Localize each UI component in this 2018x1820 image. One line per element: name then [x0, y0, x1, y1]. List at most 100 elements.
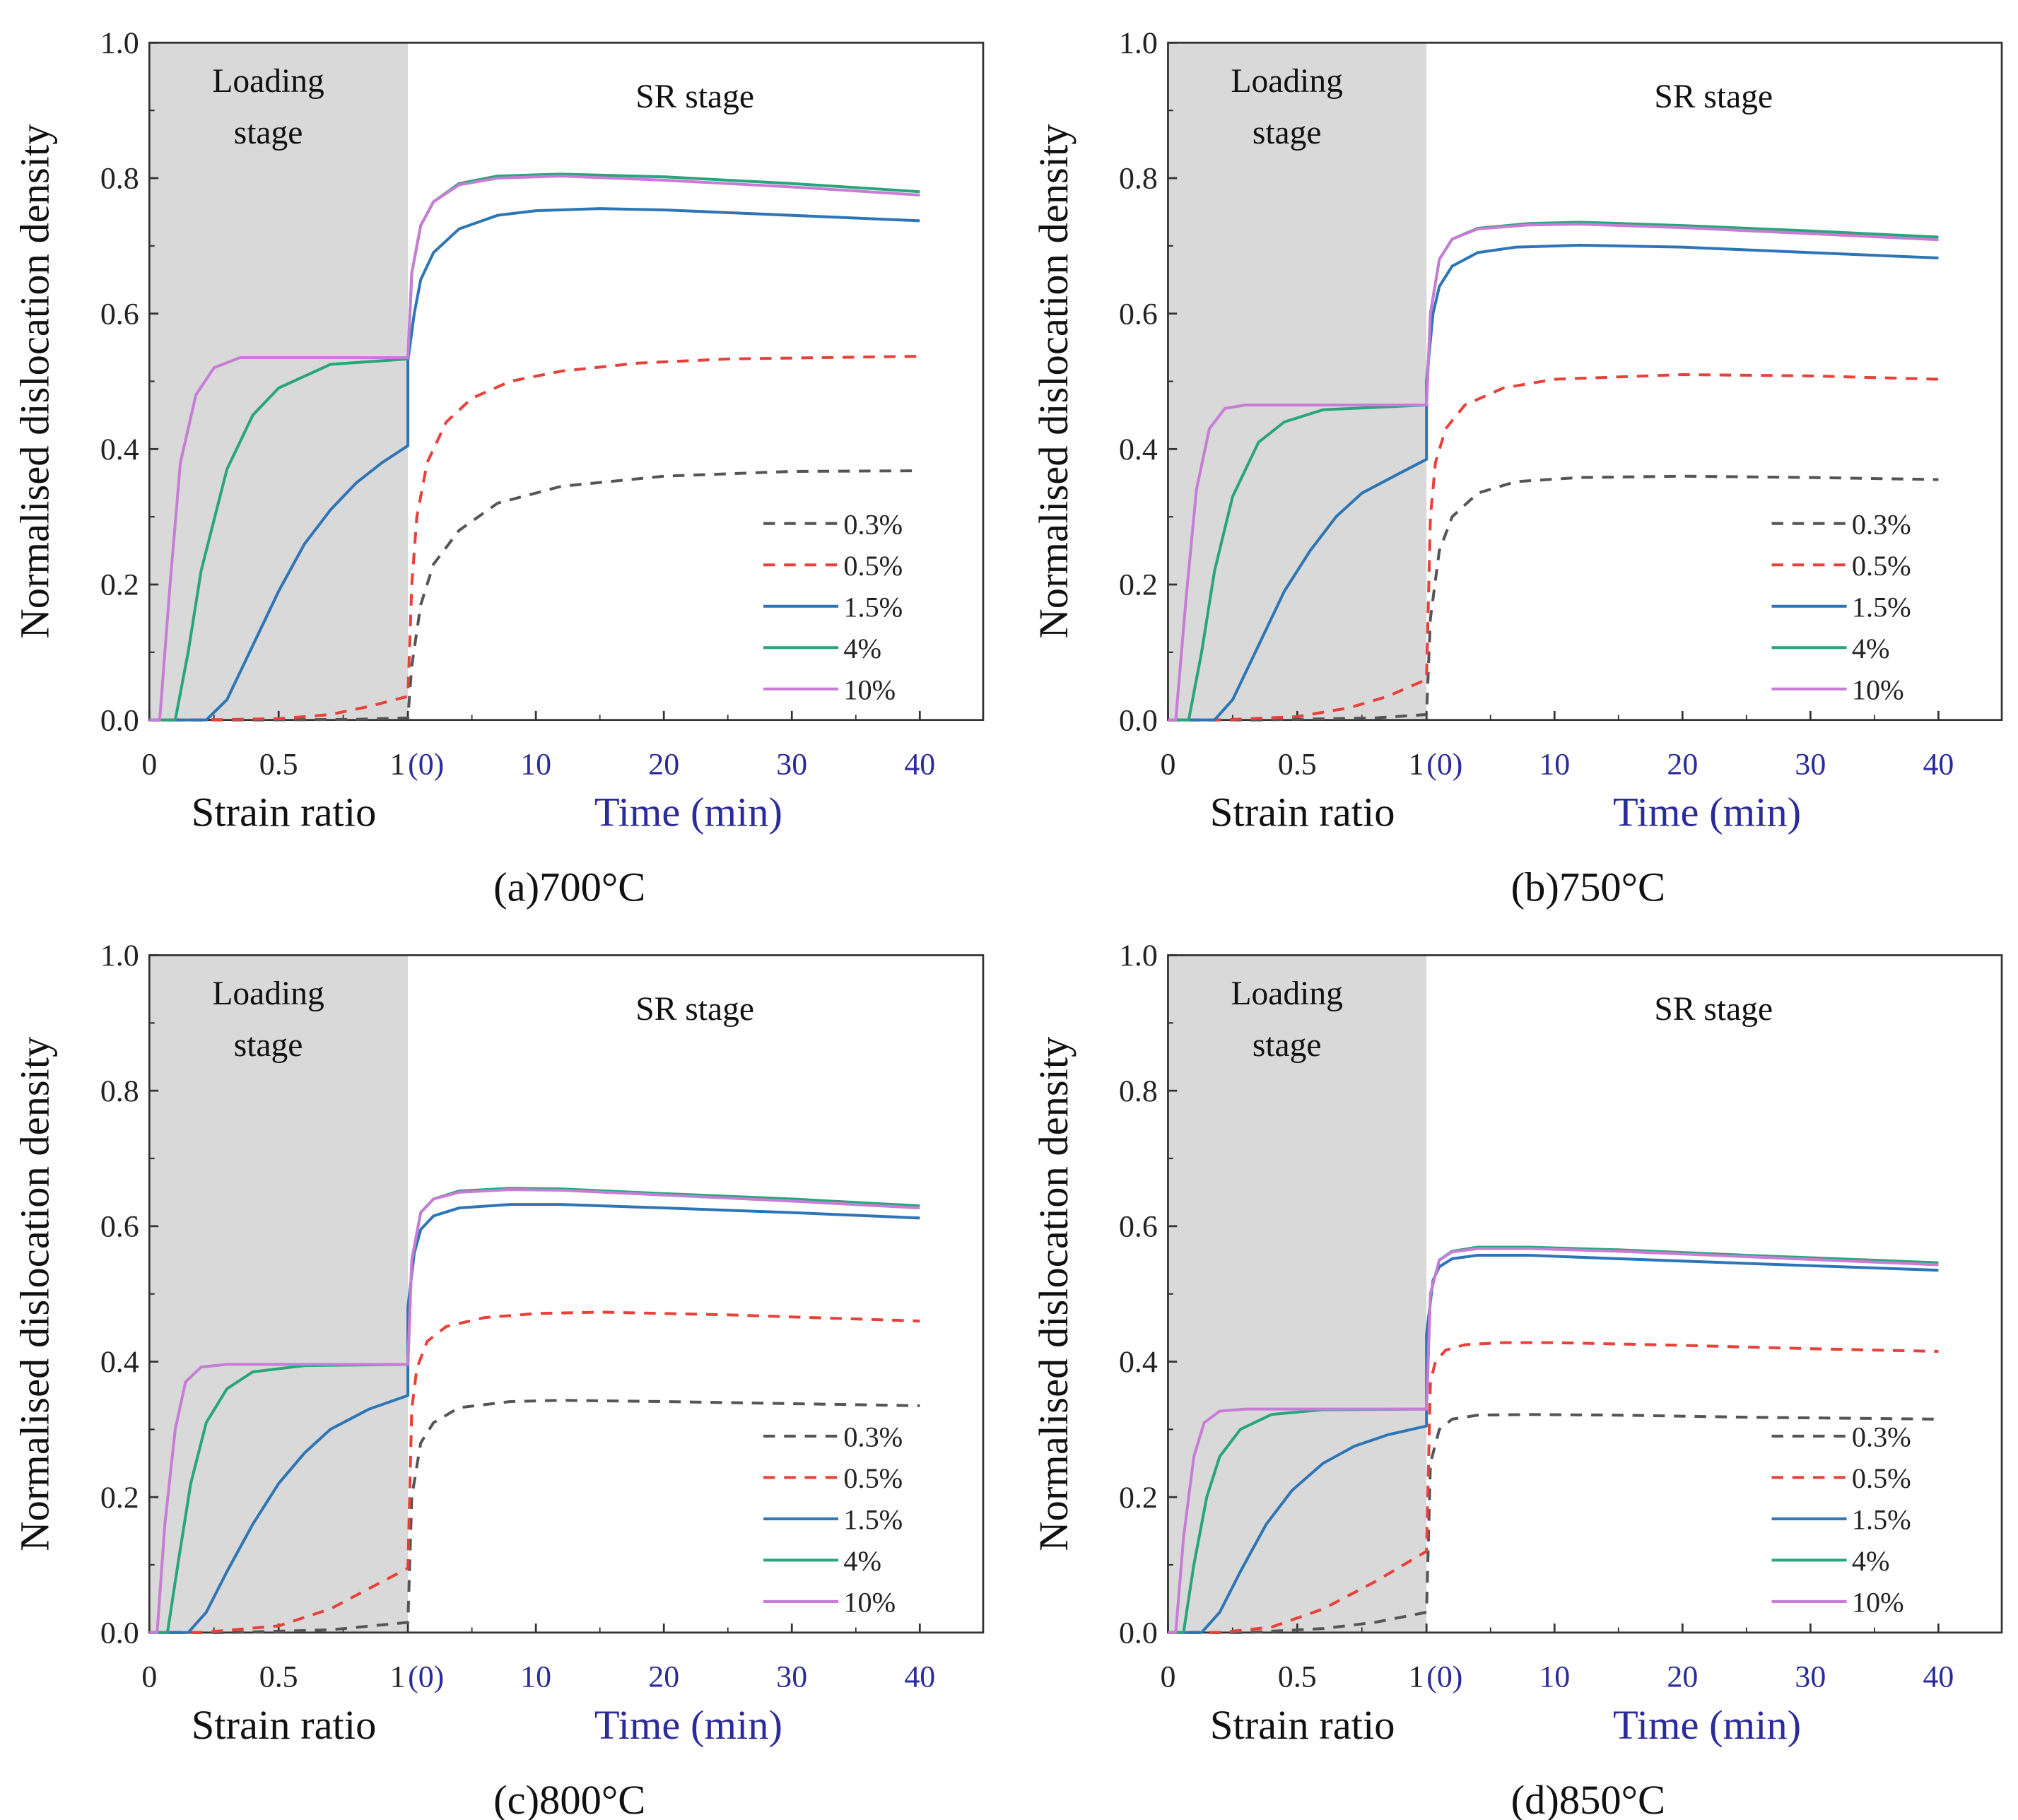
loading-stage-label: stage: [1253, 1027, 1322, 1064]
legend-label: 10%: [1852, 674, 1904, 705]
y-tick-label: 0.2: [1119, 1481, 1158, 1515]
x-tick-label-time: 10: [1539, 747, 1570, 781]
y-tick-label: 0.2: [100, 1481, 139, 1515]
loading-stage-shade: [149, 42, 409, 720]
loading-stage-label: Loading: [212, 63, 324, 100]
y-axis-title: Normalised dislocation density: [1031, 1036, 1077, 1551]
loading-stage-label: Loading: [1231, 63, 1342, 100]
series-line-10pct: [1168, 1247, 1939, 1634]
panel-d: 0.0 0.2 0.4 0.6 0.8 1.0 0 0.5 1 (0) 10 20 30 40 Normal…: [1031, 939, 2003, 1820]
y-axis-title: Normalised dislocation density: [12, 1036, 58, 1551]
x-tick-label-time: 20: [1667, 747, 1698, 781]
y-tick-label: 0.0: [100, 703, 139, 737]
sr-stage-label: SR stage: [1654, 78, 1773, 115]
x-tick-label-strain: 0: [1160, 1660, 1175, 1694]
x-tick-label-time: 20: [648, 747, 679, 781]
x-tick-label-time: 10: [1539, 1660, 1570, 1694]
series-line-1_5pct: [1168, 243, 1939, 722]
series-line-10pct: [1168, 223, 1939, 722]
x-tick-label-time: 10: [520, 747, 551, 781]
y-tick-label: 0.4: [100, 1345, 139, 1379]
series-line-0_3pct: [1168, 474, 1939, 722]
x-tick-label-strain: 0.5: [259, 1660, 298, 1694]
series-line-0_3pct: [149, 469, 920, 722]
series-line-0_3pct: [1168, 1413, 1939, 1634]
x-tick-label-time: (0): [1426, 747, 1462, 781]
x-tick-label-time: 40: [904, 1660, 935, 1694]
y-tick-label: 0.8: [100, 1074, 139, 1108]
y-tick-label: 0.4: [1119, 433, 1158, 466]
loading-stage-shade: [149, 955, 409, 1633]
series-line-0_3pct: [149, 1399, 920, 1634]
x-tick-label-time: 30: [1795, 1660, 1826, 1694]
y-tick-label: 0.2: [1119, 568, 1158, 602]
series-line-0_5pct: [149, 1310, 920, 1634]
y-tick-label: 0.4: [100, 433, 139, 466]
x-axis-title-strain: Strain ratio: [192, 1702, 377, 1748]
legend-label: 1.5%: [843, 1504, 903, 1536]
series-line-10pct: [149, 175, 920, 722]
series-line-10pct: [149, 1188, 920, 1634]
legend-label: 0.5%: [1852, 1462, 1911, 1494]
legend-label: 1.5%: [1852, 591, 1911, 623]
y-axis-title: Normalised dislocation density: [1031, 124, 1077, 639]
y-axis-title: Normalised dislocation density: [12, 124, 58, 639]
legend-label: 0.3%: [843, 508, 903, 540]
y-tick-label: 0.8: [1119, 162, 1158, 196]
x-tick-label-time: (0): [408, 1660, 444, 1694]
x-tick-label-time: (0): [408, 747, 444, 781]
y-tick-label: 0.6: [100, 297, 139, 331]
panel-caption: (a)700°C: [493, 864, 645, 910]
y-tick-label: 1.0: [1119, 26, 1158, 60]
y-tick-label: 0.6: [1119, 297, 1158, 331]
x-tick-label-strain: 0: [141, 747, 157, 781]
y-tick-label: 0.6: [100, 1209, 139, 1243]
legend-label: 10%: [843, 674, 896, 705]
x-tick-label-time: 40: [1923, 1660, 1954, 1694]
x-tick-label-time: (0): [1426, 1660, 1462, 1694]
x-tick-label-strain: 1: [389, 747, 405, 781]
sr-stage-label: SR stage: [635, 78, 754, 115]
legend-label: 0.3%: [1852, 508, 1911, 540]
loading-stage-label: Loading: [212, 975, 324, 1012]
x-tick-label-strain: 0: [1160, 747, 1175, 781]
x-axis-title-time: Time (min): [1613, 789, 1801, 835]
legend-label: 10%: [843, 1587, 896, 1619]
legend-label: 4%: [1852, 1545, 1890, 1577]
x-tick-label-strain: 0.5: [1278, 1660, 1317, 1694]
loading-stage-label: stage: [234, 1027, 303, 1064]
panel-b: 0.0 0.2 0.4 0.6 0.8 1.0 0 0.5 1 (0) 10 20 30 40 Normal…: [1031, 26, 2003, 910]
series-line-1_5pct: [149, 207, 920, 722]
y-tick-label: 0.4: [1119, 1345, 1158, 1379]
y-tick-label: 1.0: [100, 939, 139, 973]
y-tick-label: 1.0: [1119, 939, 1158, 973]
loading-stage-shade: [1168, 955, 1427, 1633]
panel-caption: (c)800°C: [493, 1777, 645, 1820]
x-tick-label-time: 30: [1795, 747, 1826, 781]
x-axis-title-strain: Strain ratio: [192, 789, 377, 835]
panel-caption: (b)750°C: [1511, 864, 1665, 910]
y-tick-label: 0.6: [1119, 1209, 1158, 1243]
legend-label: 0.3%: [843, 1421, 903, 1452]
panel-c: 0.0 0.2 0.4 0.6 0.8 1.0 0 0.5 1 (0) 10 20 30 40 Normal…: [12, 939, 985, 1820]
x-tick-label-time: 40: [904, 747, 935, 781]
series-line-1_5pct: [1168, 1253, 1939, 1634]
series-line-0_5pct: [1168, 372, 1939, 722]
legend-label: 0.5%: [1852, 550, 1911, 582]
x-tick-label-time: 20: [1667, 1660, 1698, 1694]
x-axis-title-strain: Strain ratio: [1210, 1702, 1395, 1748]
x-tick-label-time: 40: [1923, 747, 1954, 781]
x-axis-title-time: Time (min): [1613, 1702, 1801, 1748]
x-axis-title-strain: Strain ratio: [1210, 789, 1395, 835]
loading-stage-label: stage: [1253, 115, 1322, 151]
x-tick-label-time: 20: [648, 1660, 679, 1694]
legend-label: 4%: [843, 1545, 881, 1577]
legend-label: 10%: [1852, 1587, 1904, 1619]
y-tick-label: 0.8: [1119, 1074, 1158, 1108]
loading-stage-shade: [1168, 42, 1427, 720]
legend-label: 1.5%: [843, 591, 903, 623]
y-tick-label: 0.2: [100, 568, 139, 602]
panel-a: 0.0 0.2 0.4 0.6 0.8 1.0 0 0.5 1 (0) 10 20 30 40 Normal…: [12, 26, 985, 910]
x-tick-label-strain: 1: [1409, 747, 1424, 781]
